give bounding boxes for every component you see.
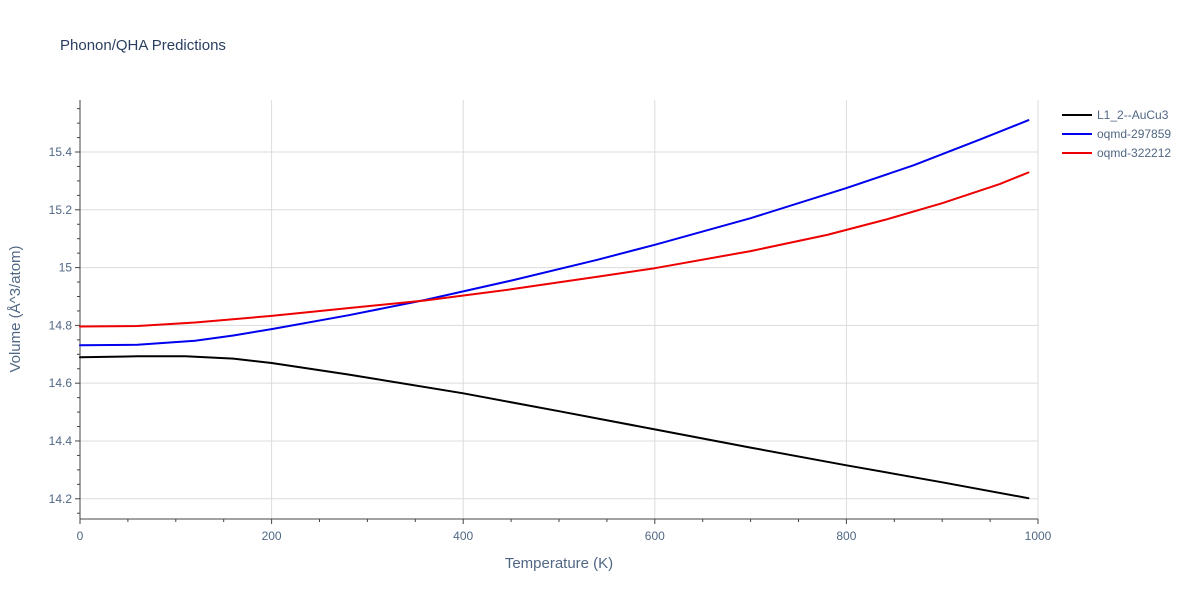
x-axis-title: Temperature (K) <box>505 555 613 572</box>
y-tick-label: 15 <box>59 261 73 275</box>
legend-item[interactable]: L1_2--AuCu3 <box>1062 108 1169 122</box>
x-tick-label: 0 <box>77 529 84 543</box>
legend-label: oqmd-297859 <box>1097 127 1171 141</box>
axes: 0 200 400 600 800 1000 14.2 14.4 14.6 14.8 15 15.2 1… <box>49 100 1052 543</box>
y-tick-label: 15.4 <box>49 145 73 159</box>
legend-item[interactable]: oqmd-297859 <box>1062 127 1171 141</box>
x-tick-label: 1000 <box>1025 529 1052 543</box>
x-tick-label: 400 <box>453 529 473 543</box>
y-axis-title: Volume (Å^3/atom) <box>7 245 24 372</box>
legend-item[interactable]: oqmd-322212 <box>1062 146 1171 160</box>
plot-area <box>79 119 1030 500</box>
y-tick-label: 14.6 <box>49 376 73 390</box>
series-line <box>79 355 1030 500</box>
legend-label: oqmd-322212 <box>1097 146 1171 160</box>
series-line <box>79 171 1030 328</box>
legend[interactable]: L1_2--AuCu3 oqmd-297859 oqmd-322212 <box>1062 108 1171 160</box>
y-tick-label: 14.4 <box>49 434 73 448</box>
x-tick-label: 800 <box>836 529 856 543</box>
x-tick-label: 200 <box>262 529 282 543</box>
y-tick-label: 14.2 <box>49 492 73 506</box>
y-tick-label: 15.2 <box>49 203 73 217</box>
series-line <box>79 119 1030 347</box>
x-tick-label: 600 <box>645 529 665 543</box>
grid-lines <box>80 100 1039 519</box>
y-tick-label: 14.8 <box>49 318 73 332</box>
chart-title: Phonon/QHA Predictions <box>60 37 226 54</box>
legend-label: L1_2--AuCu3 <box>1097 108 1169 122</box>
